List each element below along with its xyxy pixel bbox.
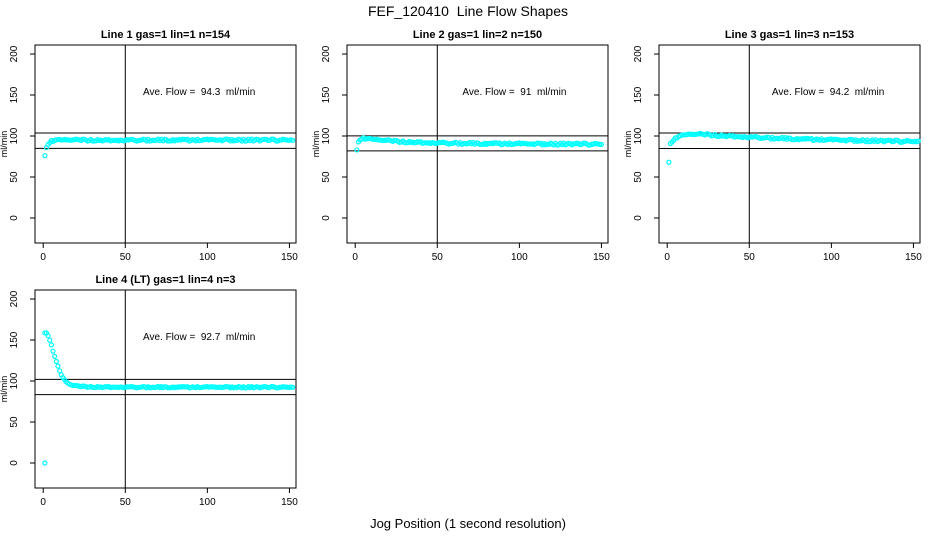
y-tick-label: 150 (9, 331, 20, 348)
data-point (52, 353, 58, 359)
data-point-outlier (666, 159, 672, 165)
y-tick-label: 200 (9, 45, 20, 62)
y-tick-label: 200 (9, 290, 20, 307)
y-tick-label: 50 (321, 171, 332, 183)
x-tick-label: 150 (281, 497, 298, 508)
y-tick-label: 100 (633, 127, 644, 144)
data-point (50, 348, 56, 354)
x-tick-label: 100 (199, 252, 216, 263)
x-tick-label: 100 (823, 252, 840, 263)
figure-title: FEF_120410 Line Flow Shapes (367, 3, 568, 19)
ave-flow-annotation: Ave. Flow = 92.7 ml/min (143, 332, 255, 343)
panel-line2-chart: Line 2 gas=1 lin=2 n=150 0 50 100 150 0 50 100 1… (312, 29, 610, 263)
x-tick-label: 100 (199, 497, 216, 508)
panel-title: Line 3 gas=1 lin=3 n=153 (725, 29, 854, 41)
x-axis-label: Jog Position (1 second resolution) (370, 516, 566, 531)
data-point (45, 333, 51, 339)
y-tick-label: 100 (321, 127, 332, 144)
panel-title: Line 2 gas=1 lin=2 n=150 (413, 29, 542, 41)
data-point (48, 342, 55, 348)
y-tick-label: 100 (9, 127, 20, 144)
data-point (55, 363, 61, 369)
data-point (598, 141, 605, 148)
x-tick-label: 50 (744, 252, 756, 263)
y-tick-label: 200 (321, 45, 332, 62)
y-axis-label: ml/min (312, 131, 321, 158)
data-point-outlier (354, 147, 360, 153)
panel-line4-chart: Line 4 (LT) gas=1 lin=4 n=3 0 50 100 150 0 50 1… (0, 274, 298, 508)
panel-title: Line 4 (LT) gas=1 lin=4 n=3 (95, 274, 235, 286)
y-axis-label: ml/min (624, 131, 633, 158)
plot-box (658, 44, 921, 244)
y-tick-label: 0 (321, 215, 332, 221)
y-tick-label: 50 (9, 416, 20, 428)
x-tick-label: 150 (281, 252, 298, 263)
y-tick-label: 50 (633, 171, 644, 183)
panel-title: Line 1 gas=1 lin=1 n=154 (101, 29, 231, 41)
x-tick-label: 50 (432, 252, 444, 263)
plot-box (34, 289, 297, 489)
panel-line1-chart: Line 1 gas=1 lin=1 n=154 0 50 100 150 0 50 100 1… (0, 29, 298, 263)
data-point (47, 337, 53, 343)
data-point (53, 358, 59, 365)
panel-line3-chart: Line 3 gas=1 lin=3 n=153 0 50 100 150 0 50 100 1… (624, 29, 922, 263)
plot-box (346, 44, 609, 244)
x-tick-label: 150 (593, 252, 610, 263)
y-axis-label: ml/min (0, 376, 9, 403)
x-tick-label: 0 (664, 252, 670, 263)
y-tick-label: 200 (633, 45, 644, 62)
y-tick-label: 0 (633, 215, 644, 221)
data-point (915, 138, 921, 144)
ave-flow-annotation: Ave. Flow = 94.2 ml/min (772, 87, 884, 98)
ave-flow-annotation: Ave. Flow = 91 ml/min (462, 87, 566, 98)
data-point (290, 137, 296, 143)
data-point-outlier (42, 460, 48, 466)
ave-flow-annotation: Ave. Flow = 94.3 ml/min (143, 87, 255, 98)
x-tick-label: 100 (511, 252, 528, 263)
x-tick-label: 0 (40, 252, 46, 263)
y-tick-label: 0 (9, 215, 20, 221)
data-point (290, 384, 296, 390)
y-tick-label: 150 (321, 86, 332, 103)
y-tick-label: 150 (633, 86, 644, 103)
x-tick-label: 150 (905, 252, 922, 263)
y-axis-label: ml/min (0, 131, 9, 158)
y-tick-label: 50 (9, 171, 20, 183)
y-tick-label: 100 (9, 372, 20, 389)
y-tick-label: 150 (9, 86, 20, 103)
plot-box (34, 44, 297, 244)
data-point-outlier (42, 153, 48, 159)
y-tick-label: 0 (9, 460, 20, 466)
x-tick-label: 50 (120, 497, 132, 508)
x-tick-label: 0 (352, 252, 358, 263)
x-tick-label: 0 (40, 497, 46, 508)
x-tick-label: 50 (120, 252, 132, 263)
